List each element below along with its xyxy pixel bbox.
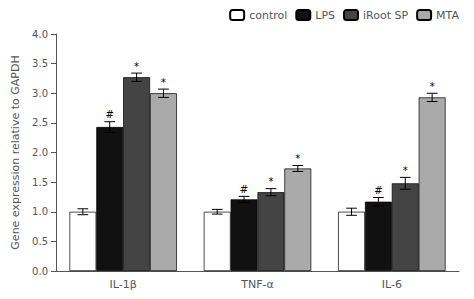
svg-text:3.0: 3.0 [32, 88, 48, 99]
svg-text:IL-1β: IL-1β [110, 278, 137, 291]
svg-text:*: * [134, 61, 139, 72]
svg-text:1.0: 1.0 [32, 206, 48, 217]
svg-text:*: * [268, 176, 273, 187]
svg-text:2.0: 2.0 [32, 147, 48, 158]
svg-text:#: # [106, 109, 114, 120]
svg-text:control: control [249, 9, 287, 22]
svg-text:4.0: 4.0 [32, 29, 48, 40]
svg-text:LPS: LPS [315, 9, 335, 22]
svg-text:0.5: 0.5 [32, 236, 48, 247]
svg-text:*: * [430, 81, 435, 92]
svg-text:*: * [161, 77, 166, 88]
svg-text:#: # [374, 185, 382, 196]
svg-text:#: # [240, 184, 248, 195]
svg-text:Gene expression relative to GA: Gene expression relative to GAPDH [9, 55, 22, 249]
svg-text:IL-6: IL-6 [382, 278, 402, 291]
svg-text:0.0: 0.0 [32, 266, 48, 277]
svg-text:*: * [403, 165, 408, 176]
svg-text:*: * [295, 153, 300, 164]
svg-text:2.5: 2.5 [32, 117, 48, 128]
svg-text:MTA: MTA [436, 9, 459, 22]
svg-text:3.5: 3.5 [32, 58, 48, 69]
svg-text:TNF-α: TNF-α [240, 278, 274, 291]
svg-text:iRoot SP: iRoot SP [363, 9, 408, 22]
svg-text:1.5: 1.5 [32, 177, 48, 188]
